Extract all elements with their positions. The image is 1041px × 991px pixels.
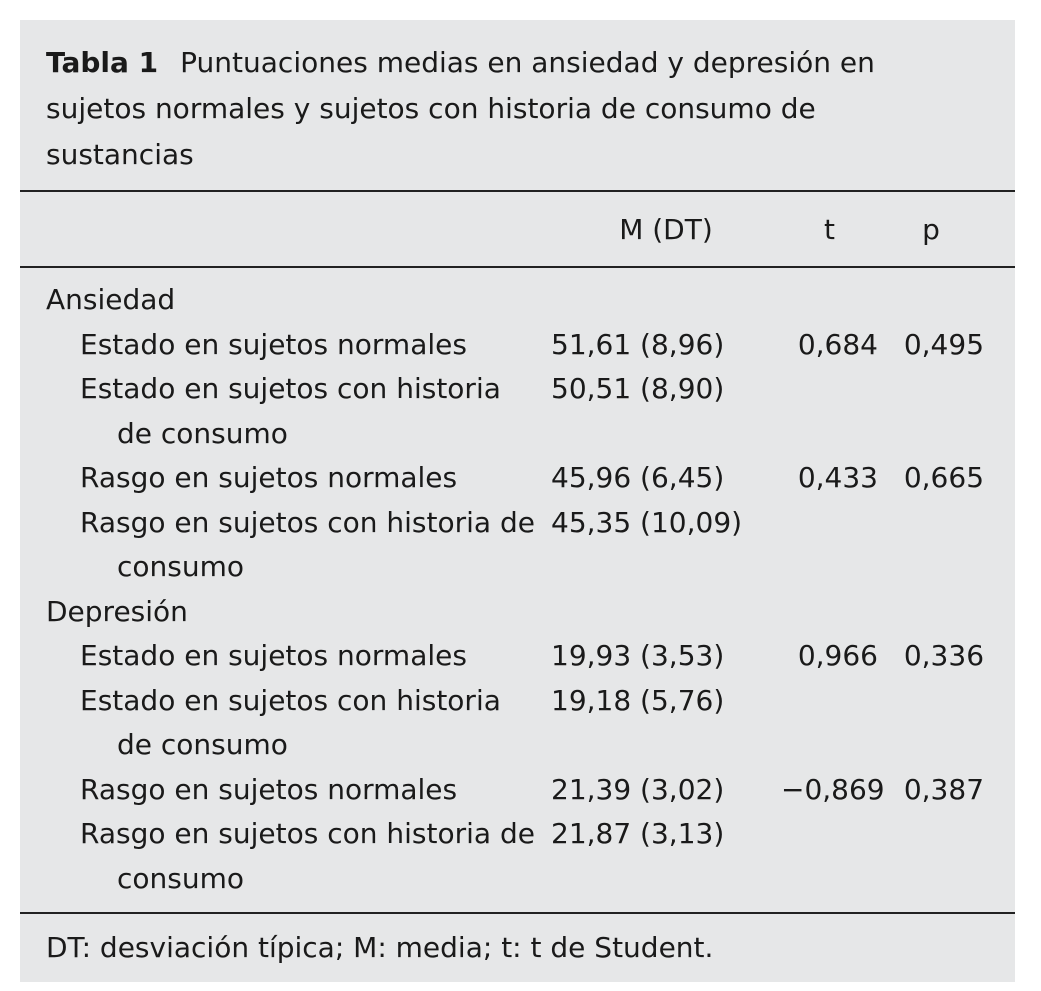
header-row: M (DT) t p — [46, 208, 984, 253]
empty-cell — [878, 501, 984, 590]
row-label: Estado en sujetos con historia de consum… — [80, 683, 501, 762]
column-header: M (DT) — [619, 213, 713, 246]
empty-cell — [781, 812, 878, 901]
mean-sd: 50,51 (8,90) — [551, 372, 725, 405]
empty-cell — [781, 679, 878, 768]
data-row: Estado en sujetos con historia de consum… — [46, 367, 984, 456]
rule — [20, 190, 1015, 192]
p-value: 0,665 — [903, 461, 985, 494]
empty-cell — [878, 679, 984, 768]
column-header: p — [922, 213, 940, 246]
mean-sd: 51,61 (8,96) — [551, 327, 725, 361]
header-table: M (DT) t p — [46, 208, 984, 253]
data-row: Rasgo en sujetos con historia de consumo… — [46, 812, 984, 901]
mean-sd: 45,96 (6,45) — [551, 461, 725, 494]
p-value: 0,336 — [903, 639, 985, 672]
rule — [20, 912, 1015, 914]
empty-cell — [878, 367, 984, 456]
group-label: Depresión — [46, 594, 188, 628]
caption-label: Tabla 1 — [46, 46, 159, 79]
row-label: Rasgo en sujetos con historia de consumo — [80, 505, 535, 584]
group-label: Ansiedad — [46, 283, 176, 316]
body-table: Ansiedad Estado en sujetos normales 51,61 … — [46, 278, 984, 901]
data-row: Rasgo en sujetos con historia de consumo… — [46, 501, 984, 590]
row-label: Estado en sujetos normales — [80, 327, 467, 361]
row-label: Rasgo en sujetos normales — [80, 461, 458, 494]
empty-cell — [878, 812, 984, 901]
table-panel: Tabla 1 Puntuaciones medias en ansiedad y… — [20, 20, 1015, 982]
group-row: Depresión — [46, 590, 984, 635]
data-row: Estado en sujetos normales 51,61 (8,96) 0,… — [46, 323, 984, 368]
data-row: Rasgo en sujetos normales 21,39 (3,02) −0,… — [46, 768, 984, 813]
row-label: Rasgo en sujetos con historia de consumo — [80, 817, 535, 895]
footnote: DT: desviación típica; M: media; t: t de… — [46, 931, 714, 964]
empty-cell — [781, 367, 878, 456]
group-row: Ansiedad — [46, 278, 984, 323]
caption: Tabla 1 Puntuaciones medias en ansiedad y… — [46, 40, 936, 178]
empty-cell — [781, 501, 878, 590]
data-row: Estado en sujetos con historia de consum… — [46, 679, 984, 768]
t-value: 0,684 — [797, 327, 878, 361]
row-label: Estado en sujetos normales — [80, 639, 467, 672]
rule — [20, 266, 1015, 268]
p-value: 0,387 — [903, 772, 985, 806]
mean-sd: 19,93 (3,53) — [551, 639, 725, 672]
mean-sd: 19,18 (5,76) — [551, 683, 725, 717]
row-label: Estado en sujetos con historia de consum… — [80, 372, 501, 450]
t-value: 0,966 — [797, 639, 878, 672]
t-value: −0,869 — [781, 772, 885, 806]
p-value: 0,495 — [903, 327, 985, 361]
data-row: Rasgo en sujetos normales 45,96 (6,45) 0,4… — [46, 456, 984, 501]
caption-text: Puntuaciones medias en ansiedad y depres… — [46, 46, 875, 171]
row-label: Rasgo en sujetos normales — [80, 772, 458, 806]
mean-sd: 45,35 (10,09) — [551, 505, 743, 539]
mean-sd: 21,39 (3,02) — [551, 772, 725, 806]
data-row: Estado en sujetos normales 19,93 (3,53) 0,… — [46, 634, 984, 679]
t-value: 0,433 — [797, 461, 878, 494]
column-header: t — [824, 213, 835, 246]
mean-sd: 21,87 (3,13) — [551, 817, 725, 850]
